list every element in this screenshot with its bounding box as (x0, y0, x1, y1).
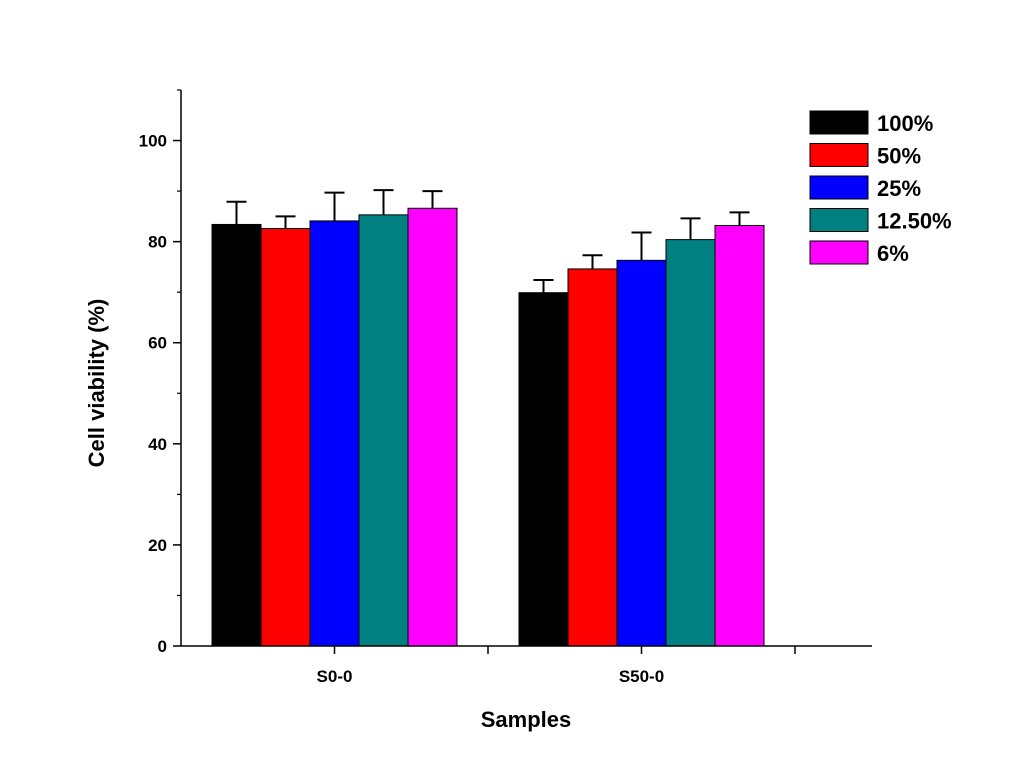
legend-swatch-12-50 (809, 208, 869, 232)
axes-layer (180, 90, 872, 647)
bar-s50-0-50 (567, 268, 618, 647)
legend-label-50: 50% (877, 144, 921, 169)
y-tick-label-60: 60 (148, 334, 167, 353)
x-axis-label: Samples (481, 707, 572, 732)
bar-s50-0-25 (616, 259, 667, 647)
legend-label-100: 100% (877, 111, 933, 136)
bar-s0-0-25 (309, 220, 360, 647)
y-ticks: 0 20 40 60 80 100 (139, 89, 181, 656)
y-tick-label-100: 100 (139, 132, 167, 151)
bar-s50-0-6 (714, 224, 765, 647)
y-tick-label-80: 80 (148, 233, 167, 252)
x-ticks: S0-0 S50-0 (317, 646, 796, 686)
legend-label-12-50: 12.50% (877, 209, 952, 234)
y-tick-label-0: 0 (158, 637, 167, 656)
error-bars-layer (226, 189, 750, 293)
bar-s50-0-12-50 (665, 239, 716, 647)
legend-swatch-25 (809, 175, 869, 200)
x-tick-label-s0-0: S0-0 (317, 667, 353, 686)
bar-s0-0-100 (211, 223, 262, 647)
y-tick-label-40: 40 (148, 435, 167, 454)
bars-layer (211, 207, 765, 647)
x-tick-label-s50-0: S50-0 (619, 667, 664, 686)
bar-s0-0-12-50 (358, 214, 409, 647)
y-tick-label-20: 20 (148, 536, 167, 555)
bar-s50-0-100 (518, 292, 569, 647)
y-axis-label: Cell viability (%) (84, 299, 109, 468)
legend-label-25: 25% (877, 176, 921, 201)
bar-s0-0-6 (407, 207, 458, 647)
legend-label-6: 6% (877, 241, 909, 266)
bar-s0-0-50 (260, 227, 311, 647)
legend-swatch-50 (809, 143, 869, 167)
legend-swatch-6 (809, 240, 869, 265)
legend-swatch-100 (809, 110, 869, 135)
legend: 100% 50% 25% 12.50% 6% (809, 110, 952, 266)
